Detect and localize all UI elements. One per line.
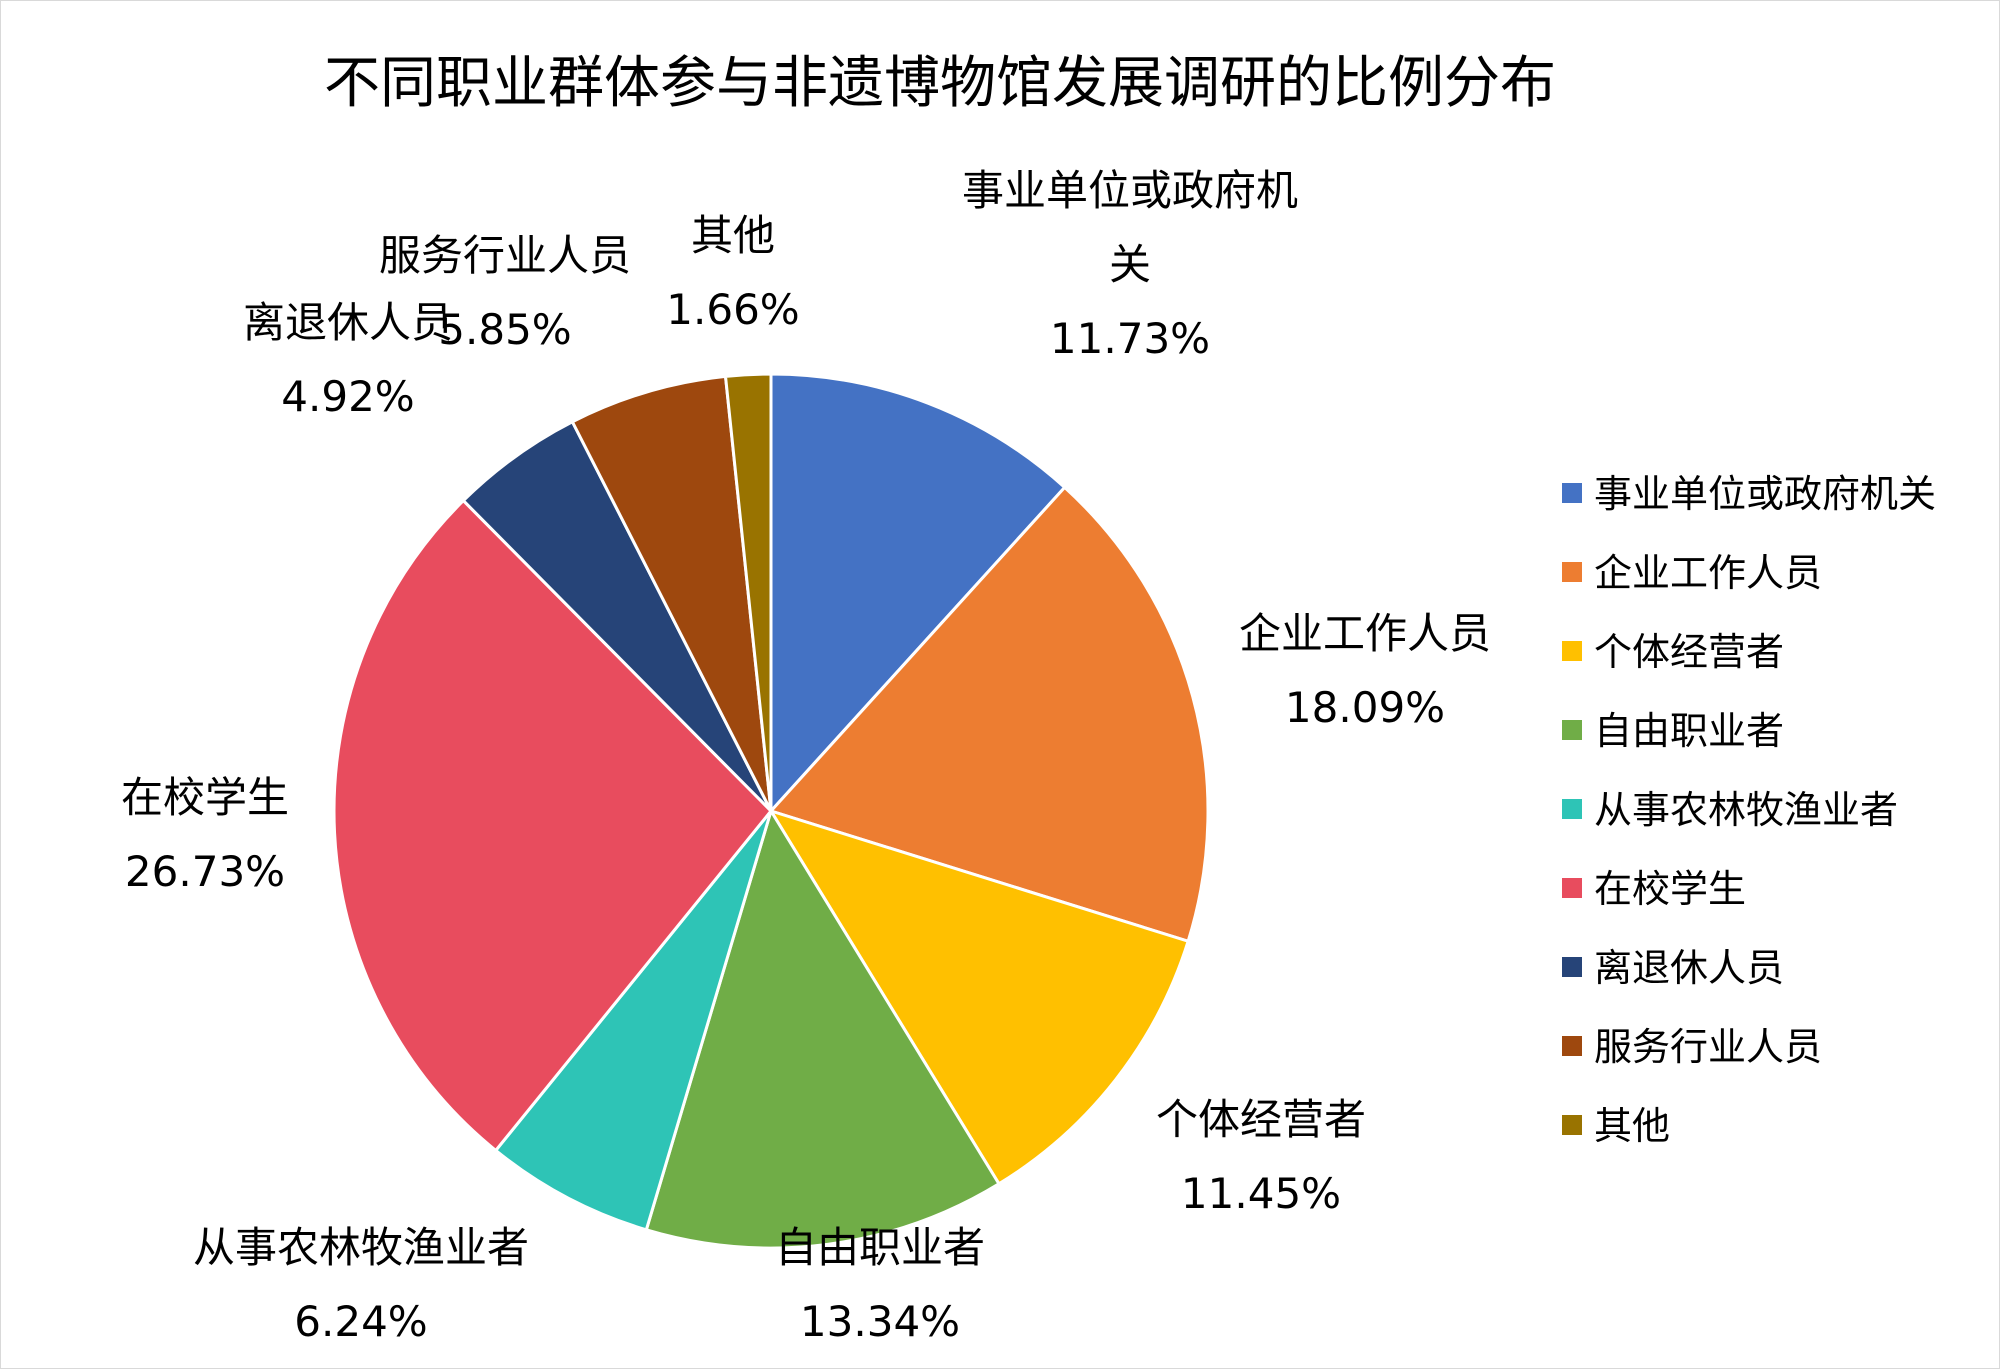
slice-name-label-1: 事业单位或政府机 <box>962 166 1298 215</box>
pie-slice-4 <box>644 807 1002 1250</box>
legend: 事业单位或政府机关企业工作人员个体经营者自由职业者从事农林牧渔业者在校学生离退休… <box>1562 472 1936 1148</box>
slice-name-label-5: 从事农林牧渔业者 <box>193 1223 529 1272</box>
legend-swatch-5 <box>1562 799 1582 819</box>
slice-name-label-9: 其他 <box>691 211 775 260</box>
slice-value-label-1: 11.73% <box>1050 314 1210 363</box>
pie-slice-1 <box>769 372 1067 815</box>
slice-value-label-4: 13.34% <box>800 1297 960 1346</box>
chart-title: 不同职业群体参与非遗博物馆发展调研的比例分布 <box>324 51 1556 116</box>
pie-slice-8 <box>570 374 773 812</box>
pie-slice-2 <box>768 485 1210 944</box>
slice-value-label-6: 26.73% <box>125 847 285 896</box>
slice-labels: 事业单位或政府机关 11.73% 企业工作人员 18.09% 个体经营者 11.45% 自由… <box>121 166 1491 1346</box>
legend-label-9: 其他 <box>1594 1104 1670 1148</box>
legend-label-5: 从事农林牧渔业者 <box>1594 788 1898 832</box>
pie-slice-6 <box>332 498 774 1153</box>
legend-swatch-1 <box>1562 483 1582 503</box>
slice-name-label-3: 个体经营者 <box>1156 1095 1366 1144</box>
slice-value-label-7: 4.92% <box>281 372 414 421</box>
slice-name-label-8: 服务行业人员 <box>379 231 631 280</box>
legend-swatch-4 <box>1562 720 1582 740</box>
slice-name-label-4: 自由职业者 <box>775 1223 985 1272</box>
slice-value-label-3: 11.45% <box>1181 1169 1341 1218</box>
slice-name-label-6: 在校学生 <box>121 773 289 822</box>
slice-name-label-7: 离退休人员 <box>243 298 453 347</box>
legend-swatch-9 <box>1562 1115 1582 1135</box>
slice-name-label-1: 关 <box>1109 240 1151 289</box>
slice-value-label-9: 1.66% <box>666 285 799 334</box>
pie-slice-9 <box>723 372 773 812</box>
legend-swatch-6 <box>1562 878 1582 898</box>
legend-label-7: 离退休人员 <box>1594 946 1784 990</box>
slice-value-label-2: 18.09% <box>1285 683 1445 732</box>
pie-slices <box>332 372 1210 1250</box>
slice-name-label-2: 企业工作人员 <box>1239 609 1491 658</box>
legend-swatch-7 <box>1562 957 1582 977</box>
legend-label-6: 在校学生 <box>1594 867 1746 911</box>
legend-label-2: 企业工作人员 <box>1594 551 1822 595</box>
legend-label-4: 自由职业者 <box>1594 709 1784 753</box>
legend-label-1: 事业单位或政府机关 <box>1594 472 1936 516</box>
pie-slice-3 <box>767 808 1191 1186</box>
legend-label-3: 个体经营者 <box>1594 630 1784 674</box>
slice-value-label-5: 6.24% <box>294 1297 427 1346</box>
pie-slice-5 <box>493 810 773 1232</box>
legend-swatch-3 <box>1562 641 1582 661</box>
legend-swatch-8 <box>1562 1036 1582 1056</box>
slice-value-label-8: 5.85% <box>438 305 571 354</box>
legend-swatch-2 <box>1562 562 1582 582</box>
legend-label-8: 服务行业人员 <box>1594 1025 1822 1069</box>
